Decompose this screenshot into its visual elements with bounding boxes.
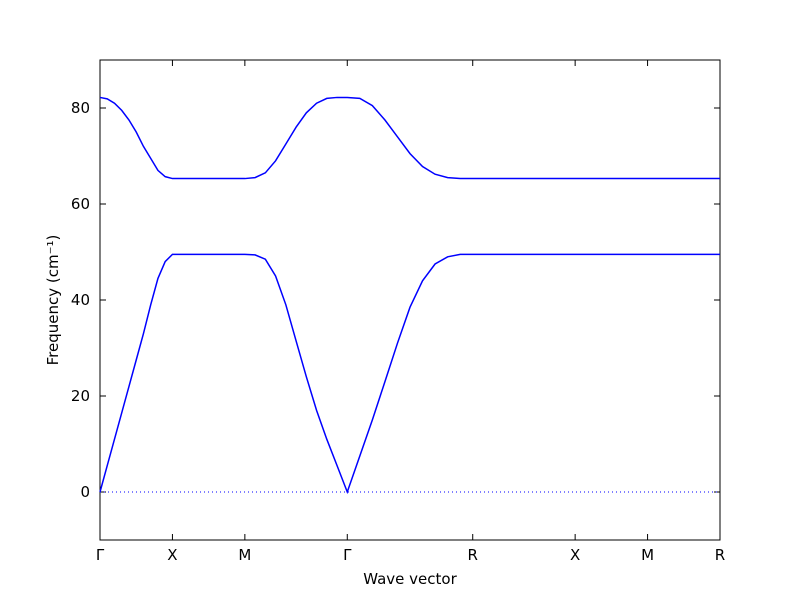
y-tick-label: 80 <box>71 99 90 117</box>
y-axis-label: Frequency (cm⁻¹) <box>44 235 62 366</box>
y-tick-label: 60 <box>71 195 90 213</box>
x-tick-label: M <box>641 546 654 564</box>
x-tick-label: R <box>715 546 725 564</box>
plot-frame <box>99 59 721 541</box>
x-tick-label: M <box>238 546 251 564</box>
x-axis-label: Wave vector <box>363 570 457 588</box>
x-tick-label: Γ <box>96 546 105 564</box>
band-line <box>99 96 720 180</box>
y-tick-label: 20 <box>71 387 90 405</box>
x-tick-label: X <box>570 546 580 564</box>
y-tick-label: 40 <box>71 291 90 309</box>
x-tick-label: R <box>468 546 478 564</box>
x-tick-label: X <box>167 546 177 564</box>
x-tick-label: Γ <box>343 546 352 564</box>
y-tick-label: 0 <box>80 483 90 501</box>
band-line <box>99 253 720 495</box>
